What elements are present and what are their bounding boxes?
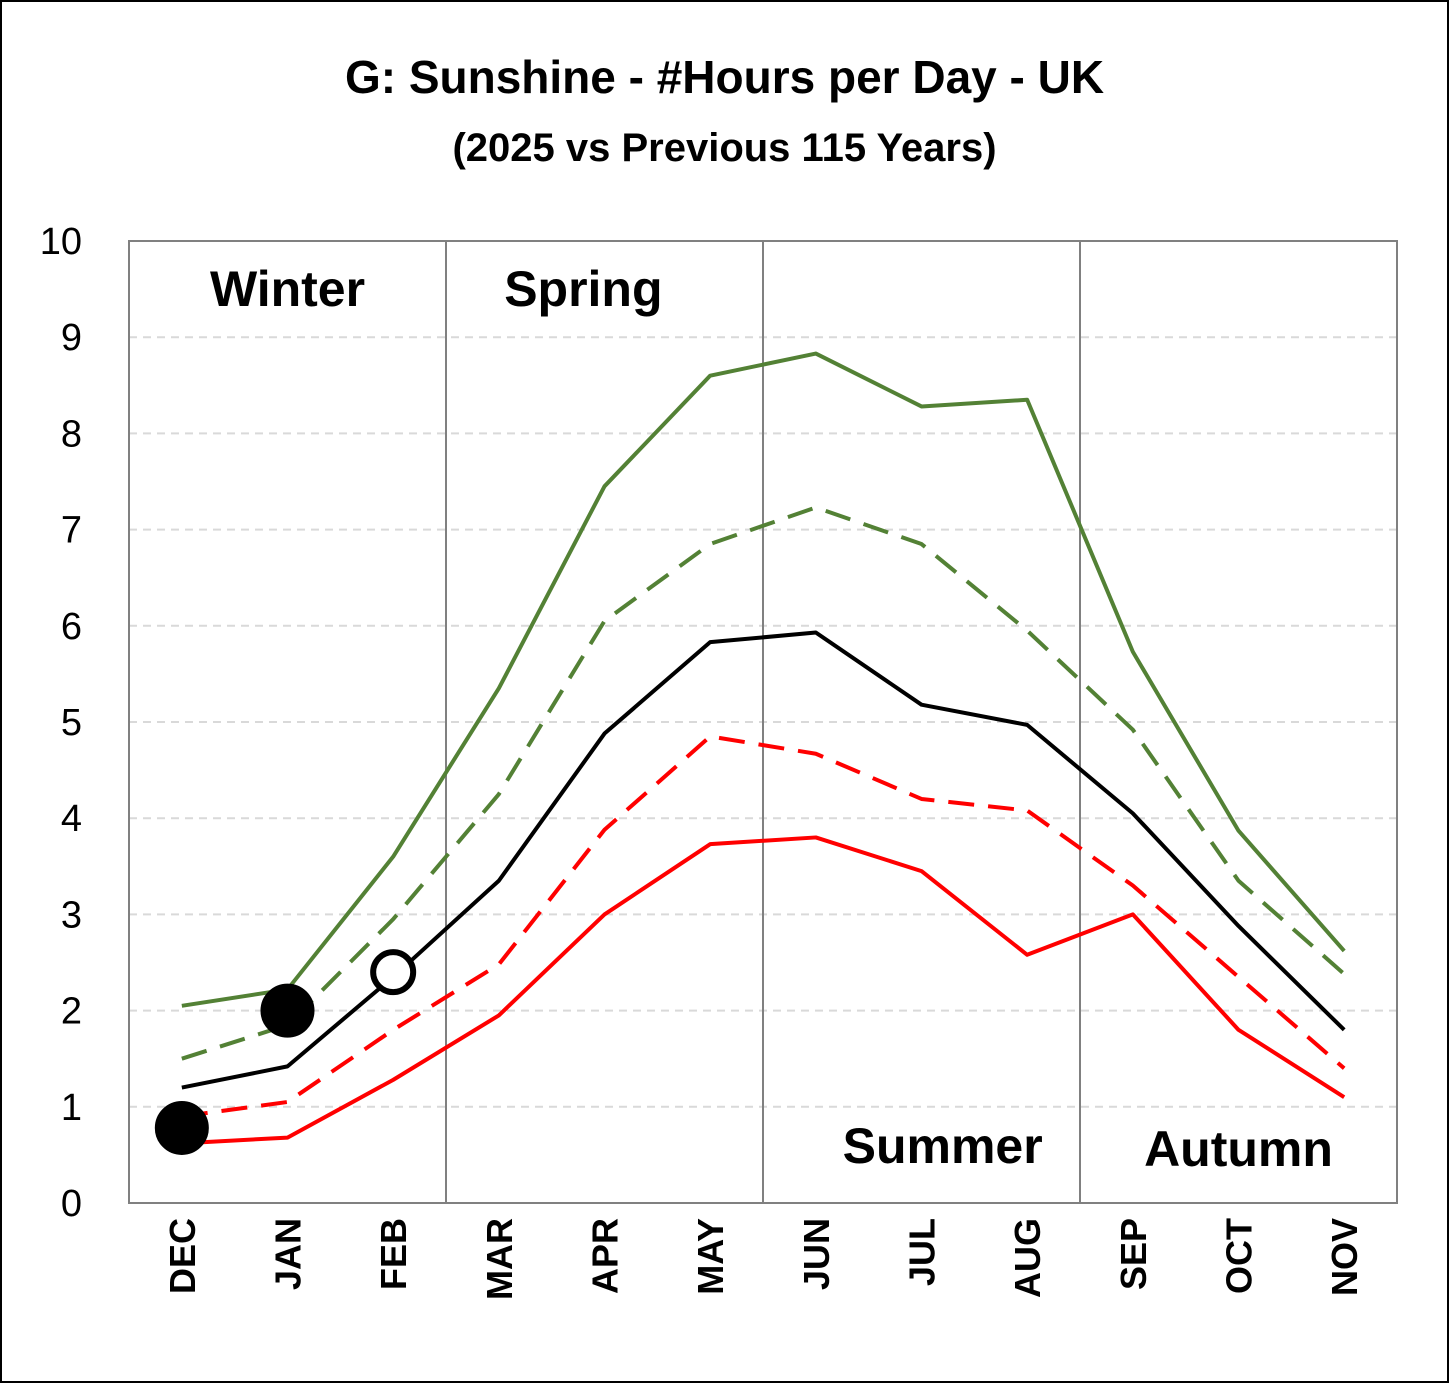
axes — [128, 240, 1398, 1204]
markers-2025 — [154, 949, 417, 1155]
marker-2025 — [260, 983, 315, 1038]
x-tick-label: DEC — [162, 1218, 203, 1294]
y-tick-label: 6 — [61, 606, 82, 648]
axis-labels: 0 1 2 3 4 5 6 7 8 9 10 DEC JAN FEB MAR APR MAY JUN JUL AUG S… — [40, 221, 1365, 1300]
season-label: Winter — [210, 261, 365, 317]
season-label: Summer — [843, 1118, 1043, 1174]
plot-area-border — [128, 240, 1398, 1204]
y-tick-label: 3 — [61, 894, 82, 936]
marker-2025 — [370, 949, 417, 996]
x-tick-label: SEP — [1113, 1218, 1154, 1290]
series-line — [181, 351, 1346, 1008]
season-label: Spring — [504, 261, 662, 317]
chart-title: G: Sunshine - #Hours per Day - UK — [344, 51, 1105, 103]
y-tick-label: 4 — [61, 798, 82, 840]
x-tick-label: MAY — [690, 1218, 731, 1295]
season-dividers — [445, 241, 1081, 1203]
y-tick-label: 1 — [61, 1087, 82, 1129]
season-label: Autumn — [1144, 1121, 1333, 1177]
series-line — [181, 734, 1346, 1119]
x-tick-label: APR — [585, 1218, 626, 1294]
y-tick-label: 9 — [61, 317, 82, 359]
x-tick-label: MAR — [479, 1218, 520, 1300]
series-line — [181, 835, 1346, 1146]
x-tick-label: AUG — [1007, 1218, 1048, 1298]
y-tick-label: 10 — [40, 221, 82, 263]
y-tick-label: 8 — [61, 413, 82, 455]
x-tick-label: OCT — [1219, 1218, 1260, 1294]
x-tick-label: JUN — [796, 1218, 837, 1290]
series-line — [181, 630, 1346, 1090]
chart-subtitle: (2025 vs Previous 115 Years) — [452, 126, 997, 170]
marker-2025 — [154, 1100, 209, 1155]
x-tick-label: JUL — [902, 1218, 943, 1286]
y-tick-label: 0 — [61, 1183, 82, 1225]
series-line — [181, 505, 1346, 1061]
x-tick-label: FEB — [373, 1218, 414, 1290]
y-tick-label: 2 — [61, 991, 82, 1033]
y-tick-label: 5 — [61, 702, 82, 744]
x-tick-label: NOV — [1324, 1218, 1365, 1296]
series-lines — [181, 351, 1346, 1146]
y-tick-label: 7 — [61, 510, 82, 552]
x-tick-label: JAN — [268, 1218, 309, 1290]
